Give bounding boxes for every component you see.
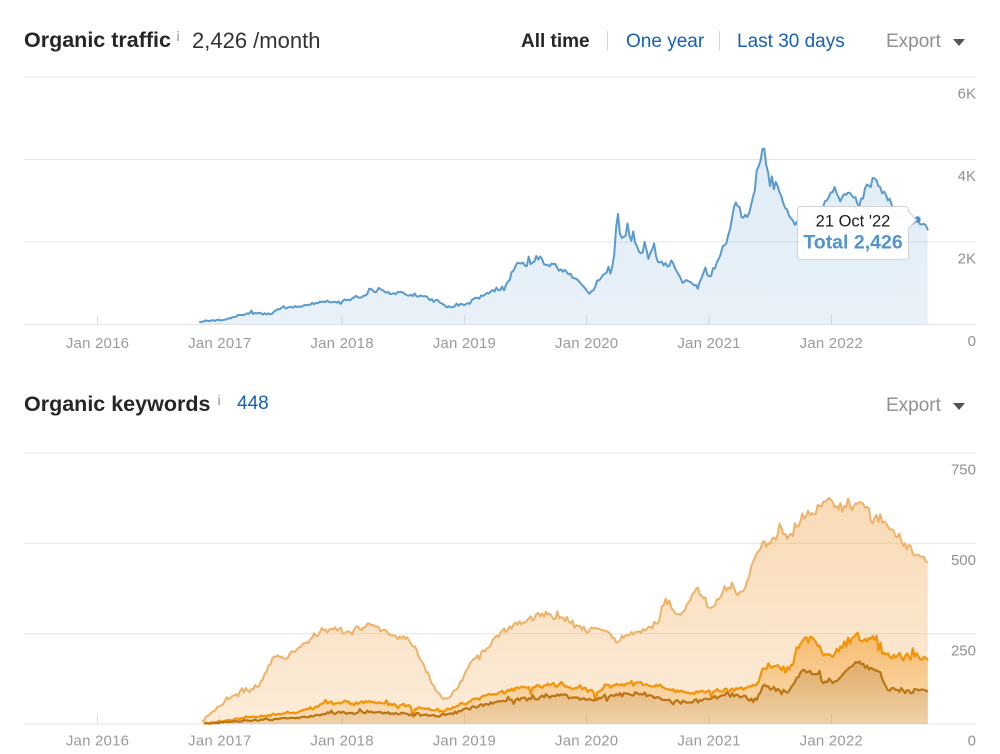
svg-text:Jan 2018: Jan 2018 (310, 335, 373, 352)
svg-text:Jan 2017: Jan 2017 (188, 733, 251, 750)
svg-text:21 Oct '22: 21 Oct '22 (816, 213, 891, 231)
svg-text:250: 250 (951, 642, 976, 659)
svg-text:2K: 2K (958, 251, 976, 268)
svg-text:500: 500 (951, 552, 976, 569)
svg-text:Jan 2022: Jan 2022 (800, 733, 863, 750)
svg-text:Jan 2017: Jan 2017 (188, 335, 251, 352)
svg-text:Jan 2022: Jan 2022 (800, 335, 863, 352)
svg-text:0: 0 (968, 733, 976, 750)
svg-text:0: 0 (968, 333, 976, 350)
svg-text:Jan 2016: Jan 2016 (66, 335, 129, 352)
svg-text:6K: 6K (958, 86, 976, 103)
svg-text:Total 2,426: Total 2,426 (803, 232, 903, 254)
svg-text:Jan 2020: Jan 2020 (555, 733, 618, 750)
svg-text:Jan 2018: Jan 2018 (310, 733, 373, 750)
svg-text:Jan 2016: Jan 2016 (66, 733, 129, 750)
svg-text:Jan 2019: Jan 2019 (433, 335, 496, 352)
svg-text:Jan 2019: Jan 2019 (433, 733, 496, 750)
svg-text:4K: 4K (958, 168, 976, 185)
svg-text:Jan 2020: Jan 2020 (555, 335, 618, 352)
svg-text:Jan 2021: Jan 2021 (677, 335, 740, 352)
svg-text:750: 750 (951, 462, 976, 479)
svg-text:Jan 2021: Jan 2021 (677, 733, 740, 750)
